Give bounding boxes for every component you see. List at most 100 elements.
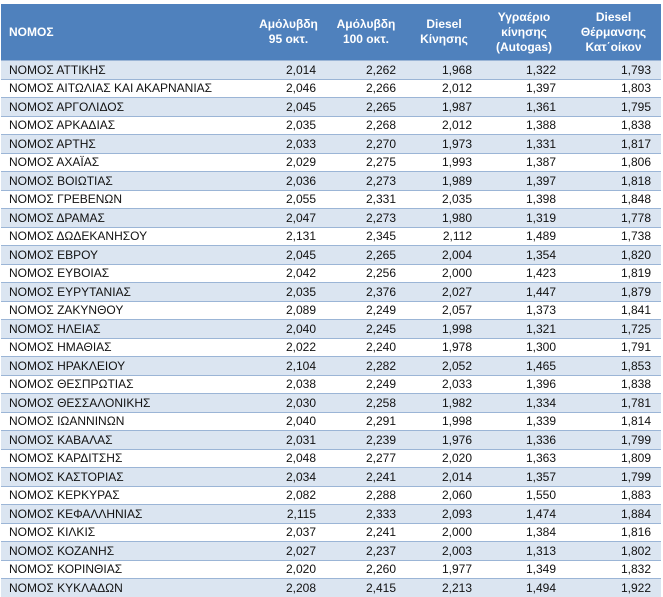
- price-cell: 2,022: [251, 337, 326, 357]
- table-row: ΝΟΜΟΣ ΗΛΕΙΑΣ 2,040 2,245 1,998 1,321 1,725: [1, 319, 661, 338]
- table-row: ΝΟΜΟΣ ΗΡΑΚΛΕΙΟΥ 2,104 2,282 2,052 1,465 1,853: [1, 356, 661, 375]
- header-line: κίνησης: [501, 24, 547, 39]
- price-cell: 1,993: [406, 152, 482, 172]
- price-cell: 1,818: [566, 171, 661, 190]
- header-line: Diesel: [426, 17, 462, 31]
- prefecture-name: ΝΟΜΟΣ ΙΩΑΝΝΙΝΩΝ: [1, 411, 251, 431]
- price-cell: 2,057: [406, 300, 482, 320]
- prefecture-name: ΝΟΜΟΣ ΖΑΚΥΝΘΟΥ: [1, 300, 251, 320]
- table-row: ΝΟΜΟΣ ΘΕΣΣΑΛΟΝΙΚΗΣ 2,030 2,258 1,982 1,334 1,…: [1, 393, 661, 412]
- price-cell: 2,275: [326, 152, 406, 172]
- price-cell: 1,334: [482, 393, 566, 412]
- table-row: ΝΟΜΟΣ ΚΟΖΑΝΗΣ 2,027 2,237 2,003 1,313 1,802: [1, 541, 661, 560]
- price-cell: 1,791: [566, 337, 661, 357]
- price-cell: 2,376: [326, 282, 406, 301]
- price-cell: 1,814: [566, 411, 661, 431]
- prefecture-name: ΝΟΜΟΣ ΚΙΛΚΙΣ: [1, 522, 251, 542]
- price-cell: 1,977: [406, 559, 482, 579]
- prefecture-name: ΝΟΜΟΣ ΕΒΡΟΥ: [1, 245, 251, 264]
- price-cell: 2,104: [251, 356, 326, 375]
- price-cell: 1,387: [482, 152, 566, 172]
- price-cell: 2,035: [251, 115, 326, 135]
- prefecture-name: ΝΟΜΟΣ ΕΥΡΥΤΑΝΙΑΣ: [1, 282, 251, 301]
- price-cell: 2,273: [326, 171, 406, 190]
- header-line: Υγραέριο: [497, 9, 551, 24]
- header-line: Θέρμανσης: [580, 24, 647, 39]
- price-cell: 2,042: [251, 263, 326, 283]
- price-cell: 2,093: [406, 504, 482, 523]
- table-header-row: ΝΟΜΟΣ Αμόλυβδη 95 οκτ. Αμόλυβδη 100 οκτ. Dies…: [1, 4, 661, 61]
- price-cell: 2,003: [406, 541, 482, 560]
- price-cell: 1,398: [482, 189, 566, 209]
- price-cell: 2,415: [326, 578, 406, 597]
- price-cell: 2,256: [326, 263, 406, 283]
- price-cell: 2,258: [326, 393, 406, 412]
- prefecture-name: ΝΟΜΟΣ ΗΛΕΙΑΣ: [1, 319, 251, 338]
- price-cell: 1,373: [482, 300, 566, 320]
- prefecture-name: ΝΟΜΟΣ ΔΡΑΜΑΣ: [1, 208, 251, 227]
- price-cell: 2,241: [326, 522, 406, 542]
- price-cell: 2,060: [406, 485, 482, 505]
- price-cell: 1,989: [406, 171, 482, 190]
- price-cell: 2,037: [251, 522, 326, 542]
- price-cell: 1,357: [482, 467, 566, 486]
- price-cell: 2,131: [251, 226, 326, 246]
- prefecture-name: ΝΟΜΟΣ ΕΥΒΟΙΑΣ: [1, 263, 251, 283]
- header-unleaded-95: Αμόλυβδη 95 οκτ.: [251, 4, 326, 61]
- price-cell: 2,033: [251, 134, 326, 153]
- price-cell: 2,029: [251, 152, 326, 172]
- price-cell: 2,048: [251, 448, 326, 468]
- table-row: ΝΟΜΟΣ ΚΑΒΑΛΑΣ 2,031 2,239 1,976 1,336 1,799: [1, 430, 661, 449]
- header-line: Κίνησης: [420, 32, 468, 46]
- price-cell: 2,288: [326, 485, 406, 505]
- price-cell: 1,447: [482, 282, 566, 301]
- table-row: ΝΟΜΟΣ ΗΜΑΘΙΑΣ 2,022 2,240 1,978 1,300 1,791: [1, 337, 661, 357]
- price-cell: 1,384: [482, 522, 566, 542]
- prefecture-name: ΝΟΜΟΣ ΑΤΤΙΚΗΣ: [1, 60, 251, 79]
- prefecture-name: ΝΟΜΟΣ ΚΟΡΙΝΘΙΑΣ: [1, 559, 251, 579]
- price-cell: 1,819: [566, 263, 661, 283]
- price-cell: 2,260: [326, 559, 406, 579]
- price-cell: 1,879: [566, 282, 661, 301]
- price-cell: 2,012: [406, 115, 482, 135]
- header-autogas: Υγραέριο κίνησης (Autogas): [482, 4, 566, 61]
- price-cell: 2,020: [251, 559, 326, 579]
- price-cell: 2,249: [326, 374, 406, 394]
- header-nomos: ΝΟΜΟΣ: [1, 4, 251, 61]
- price-cell: 1,982: [406, 393, 482, 412]
- price-cell: 1,922: [566, 578, 661, 597]
- price-cell: 1,976: [406, 430, 482, 449]
- price-cell: 1,331: [482, 134, 566, 153]
- price-cell: 2,331: [326, 189, 406, 209]
- price-cell: 2,020: [406, 448, 482, 468]
- header-line: 100 οκτ.: [342, 32, 390, 46]
- table-row: ΝΟΜΟΣ ΖΑΚΥΝΘΟΥ 2,089 2,249 2,057 1,373 1,841: [1, 300, 661, 320]
- price-cell: 2,045: [251, 97, 326, 116]
- price-cell: 2,000: [406, 522, 482, 542]
- table-row: ΝΟΜΟΣ ΑΡΚΑΔΙΑΣ 2,035 2,268 2,012 1,388 1,838: [1, 115, 661, 135]
- price-cell: 1,322: [482, 60, 566, 79]
- price-cell: 2,040: [251, 411, 326, 431]
- price-cell: 2,027: [406, 282, 482, 301]
- price-cell: 2,014: [406, 467, 482, 486]
- price-cell: 2,033: [406, 374, 482, 394]
- price-cell: 1,998: [406, 411, 482, 431]
- price-cell: 1,795: [566, 97, 661, 116]
- header-line: Αμόλυβδη: [259, 17, 318, 31]
- fuel-price-table: ΝΟΜΟΣ Αμόλυβδη 95 οκτ. Αμόλυβδη 100 οκτ. Dies…: [1, 4, 661, 597]
- price-cell: 1,397: [482, 78, 566, 98]
- table-row: ΝΟΜΟΣ ΔΡΑΜΑΣ 2,047 2,273 1,980 1,319 1,778: [1, 208, 661, 227]
- prefecture-name: ΝΟΜΟΣ ΑΡΓΟΛΙΔΟΣ: [1, 97, 251, 116]
- price-cell: 1,884: [566, 504, 661, 523]
- price-cell: 2,345: [326, 226, 406, 246]
- table-row: ΝΟΜΟΣ ΙΩΑΝΝΙΝΩΝ 2,040 2,291 1,998 1,339 1,814: [1, 411, 661, 431]
- price-cell: 2,115: [251, 504, 326, 523]
- price-cell: 1,838: [566, 115, 661, 135]
- price-cell: 1,494: [482, 578, 566, 597]
- price-cell: 1,838: [566, 374, 661, 394]
- price-cell: 1,474: [482, 504, 566, 523]
- price-cell: 2,034: [251, 467, 326, 486]
- prefecture-name: ΝΟΜΟΣ ΘΕΣΠΡΩΤΙΑΣ: [1, 374, 251, 394]
- header-line: 95 οκτ.: [268, 32, 309, 46]
- prefecture-name: ΝΟΜΟΣ ΔΩΔΕΚΑΝΗΣΟΥ: [1, 226, 251, 246]
